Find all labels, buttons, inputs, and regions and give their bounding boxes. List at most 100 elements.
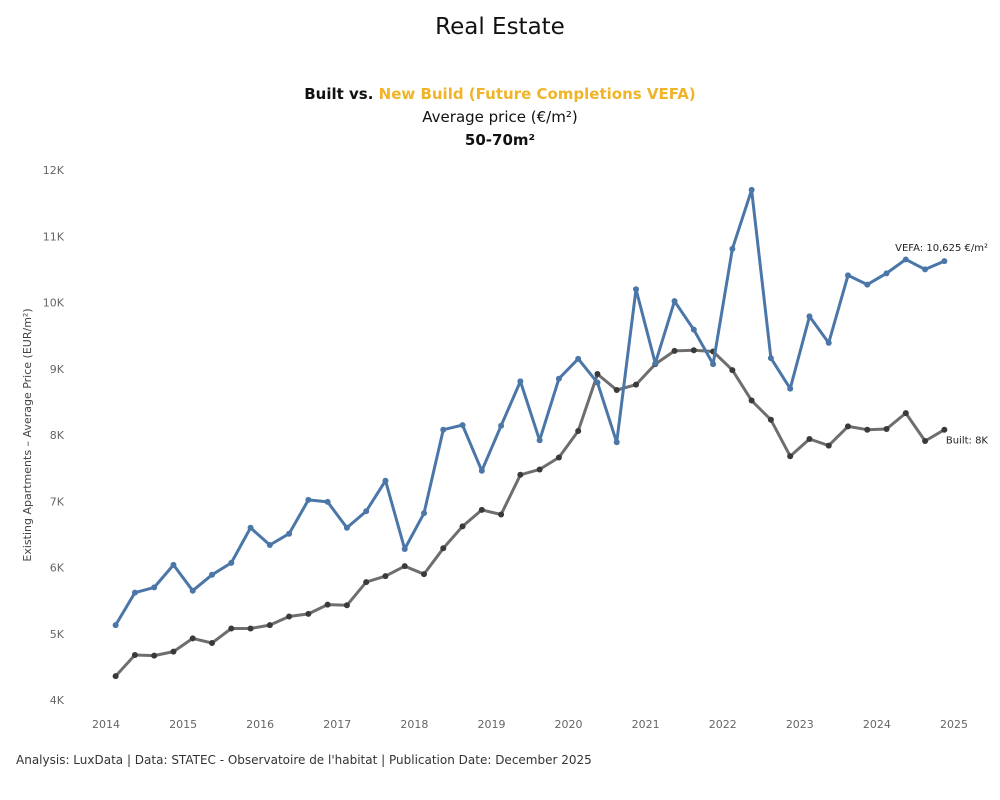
y-axis-label: Existing Apartments – Average Price (EUR… <box>21 308 34 561</box>
x-tick-label: 2014 <box>92 718 120 731</box>
data-point-built <box>440 545 447 552</box>
data-point-built <box>767 416 774 423</box>
series-line-vefa <box>114 188 946 627</box>
data-point-vefa <box>633 286 639 293</box>
data-point-vefa <box>575 355 582 362</box>
data-point-vefa <box>324 498 331 505</box>
data-point-built <box>382 573 389 580</box>
data-point-built <box>633 381 639 388</box>
data-point-built <box>266 622 273 629</box>
x-tick-label: 2022 <box>709 718 737 731</box>
x-tick-label: 2017 <box>323 718 351 731</box>
data-point-vefa <box>421 510 427 517</box>
y-tick-label: 11K <box>43 230 65 243</box>
data-point-built <box>922 437 929 444</box>
data-point-vefa <box>864 281 871 288</box>
data-point-vefa <box>382 477 389 484</box>
data-point-vefa <box>266 541 273 548</box>
data-point-vefa <box>305 496 312 503</box>
data-point-vefa <box>883 270 890 277</box>
data-point-vefa <box>517 378 524 385</box>
data-point-built <box>286 613 293 620</box>
data-point-built <box>247 625 254 632</box>
data-point-vefa <box>690 326 697 333</box>
y-tick-label: 10K <box>43 297 65 310</box>
series-built <box>112 347 948 680</box>
data-point-vefa <box>401 545 408 552</box>
x-tick-label: 2021 <box>632 718 660 731</box>
data-point-vefa <box>902 256 909 263</box>
data-point-built <box>401 563 408 570</box>
data-point-built <box>690 347 697 354</box>
x-tick-label: 2023 <box>786 718 814 731</box>
data-point-vefa <box>286 530 293 537</box>
x-tick-label: 2019 <box>477 718 505 731</box>
x-tick-label: 2020 <box>555 718 583 731</box>
y-tick-label: 5K <box>50 628 65 641</box>
data-point-vefa <box>671 298 678 305</box>
data-point-vefa <box>228 559 235 566</box>
data-point-built <box>421 571 427 578</box>
data-point-vefa <box>343 524 350 531</box>
chart-subtitle-unit: Average price (€/m²) <box>422 108 578 126</box>
y-tick-label: 6K <box>50 562 65 575</box>
x-tick-label: 2015 <box>169 718 197 731</box>
series-layer <box>112 186 948 680</box>
data-point-built <box>748 397 755 404</box>
data-point-vefa <box>652 360 659 367</box>
data-point-vefa <box>209 571 215 578</box>
data-point-vefa <box>363 508 370 515</box>
data-point-vefa <box>845 272 851 279</box>
y-tick-label: 9K <box>50 363 65 376</box>
data-point-vefa <box>151 584 158 591</box>
data-point-built <box>478 506 485 513</box>
data-point-vefa <box>729 245 736 252</box>
data-point-built <box>729 367 736 374</box>
y-tick-label: 4K <box>50 694 65 707</box>
x-tick-label: 2016 <box>246 718 274 731</box>
data-point-built <box>536 466 543 473</box>
data-point-vefa <box>787 385 794 392</box>
chart-subtitle: Built vs. New Build (Future Completions … <box>0 85 1000 103</box>
data-point-vefa <box>131 589 138 596</box>
data-point-vefa <box>478 467 485 474</box>
x-axis: 2014 2015 2016 2017 2018 2019 2020 2021 2022 2023… <box>92 718 968 731</box>
data-point-vefa <box>941 258 948 265</box>
data-point-built <box>594 371 601 378</box>
x-tick-label: 2018 <box>400 718 428 731</box>
y-tick-label: 8K <box>50 429 65 442</box>
data-point-built <box>555 454 562 461</box>
data-point-vefa <box>710 361 717 368</box>
x-tick-label: 2025 <box>940 718 968 731</box>
data-point-vefa <box>170 561 177 568</box>
data-point-built <box>825 442 832 449</box>
data-point-built <box>324 601 331 608</box>
vefa-end-label: VEFA: 10,625 €/m² <box>895 243 988 254</box>
data-point-built <box>806 435 813 442</box>
data-point-built <box>228 625 235 632</box>
data-point-vefa <box>613 439 620 446</box>
built-end-label: Built: 8K <box>946 436 989 447</box>
data-point-vefa <box>594 379 601 386</box>
series-vefa <box>112 186 948 629</box>
data-point-built <box>883 426 890 433</box>
data-point-built <box>363 579 370 586</box>
data-point-vefa <box>825 339 832 346</box>
data-point-built <box>902 410 909 417</box>
data-point-vefa <box>536 437 543 444</box>
data-point-vefa <box>459 422 466 429</box>
y-axis: 4K 5K 6K 7K 8K 9K 10K 11K 12K <box>43 164 65 707</box>
data-point-vefa <box>767 355 774 362</box>
data-point-vefa <box>555 375 562 382</box>
data-point-vefa <box>189 587 196 594</box>
data-point-built <box>151 652 158 659</box>
data-point-built <box>845 423 851 430</box>
data-point-built <box>498 511 505 518</box>
end-labels: VEFA: 10,625 €/m² Built: 8K <box>895 243 988 447</box>
data-point-built <box>787 453 794 460</box>
series-line-built <box>114 348 946 678</box>
data-point-built <box>189 635 196 642</box>
data-point-built <box>864 426 871 433</box>
data-point-built <box>170 648 177 655</box>
data-point-built <box>112 673 119 680</box>
